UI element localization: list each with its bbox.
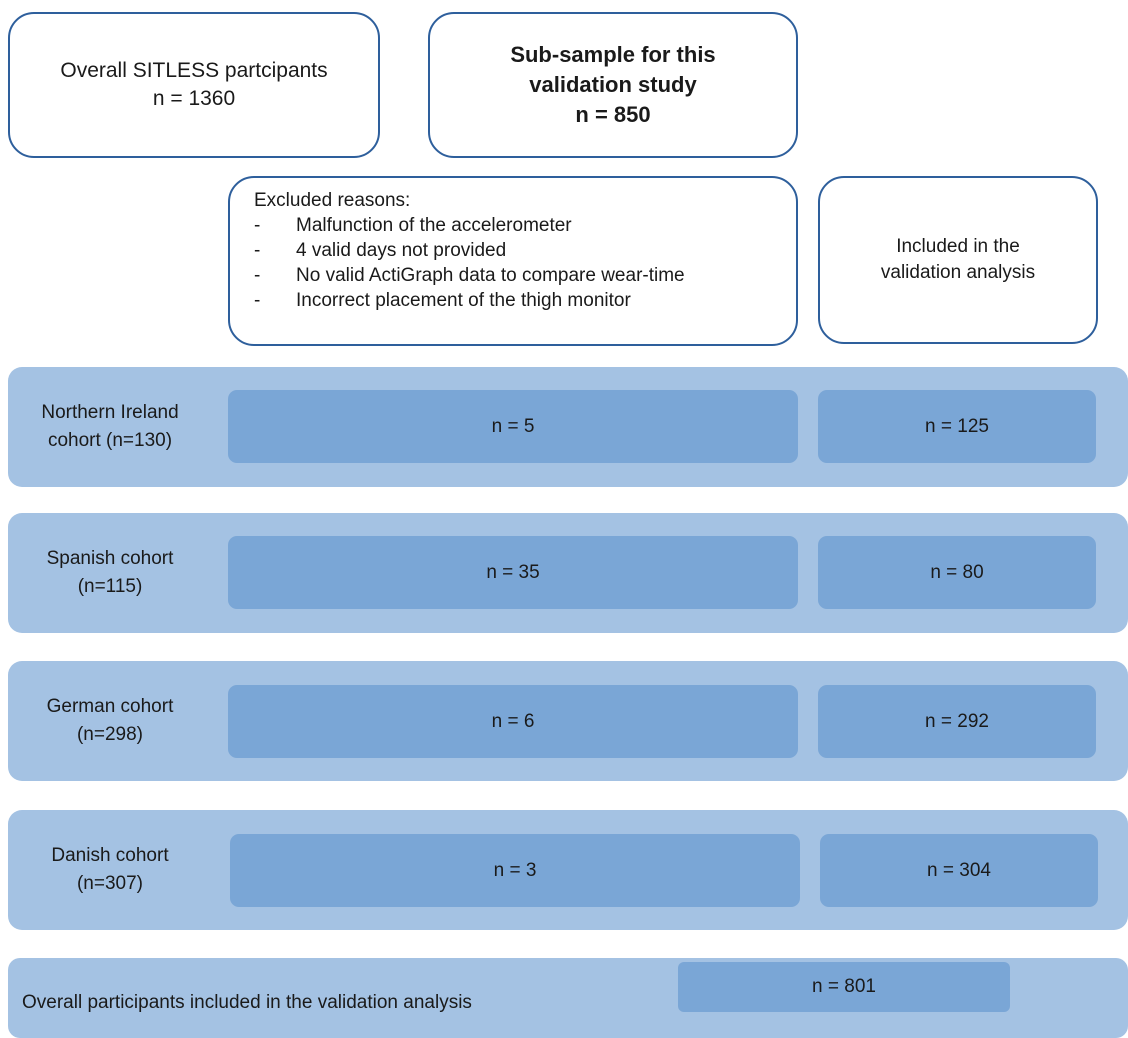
subsample-label-line2: validation study xyxy=(529,72,697,98)
subsample-box: Sub-sample for this validation study n =… xyxy=(428,12,798,158)
cohort-excluded-cell: n = 5 xyxy=(228,390,798,463)
cohort-included-cell: n = 304 xyxy=(820,834,1098,907)
included-header-line1: Included in the xyxy=(896,236,1020,258)
excluded-reasons-title: Excluded reasons: xyxy=(254,190,411,211)
excluded-reason-item: 4 valid days not provided xyxy=(254,238,782,263)
cohort-label-line2: cohort (n=130) xyxy=(47,430,173,451)
overall-included-label: Overall participants included in the val… xyxy=(22,992,472,1013)
cohort-excluded-cell: n = 6 xyxy=(228,685,798,758)
cohort-label-danish: Danish cohort (n=307) xyxy=(8,810,212,930)
cohort-included-cell: n = 292 xyxy=(818,685,1096,758)
cohort-label-line1: Danish cohort xyxy=(51,845,169,867)
excluded-reason-item: Incorrect placement of the thigh monitor xyxy=(254,288,782,313)
cohort-label-line1: Spanish cohort xyxy=(46,548,174,570)
subsample-n: n = 850 xyxy=(575,101,651,127)
overall-included-n: n = 801 xyxy=(678,962,1010,1012)
included-header-line2: validation analysis xyxy=(880,262,1036,283)
excluded-reasons-list: Malfunction of the accelerometer 4 valid… xyxy=(254,213,782,313)
included-header-box: Included in the validation analysis xyxy=(818,176,1098,344)
cohort-label-line2: (n=298) xyxy=(76,724,143,745)
cohort-excluded-cell: n = 3 xyxy=(230,834,800,907)
cohort-label-spanish: Spanish cohort (n=115) xyxy=(8,513,212,633)
cohort-excluded-cell: n = 35 xyxy=(228,536,798,609)
cohort-label-line2: (n=115) xyxy=(77,576,143,597)
cohort-label-line2: (n=307) xyxy=(76,873,143,894)
cohort-label-northern-ireland: Northern Ireland cohort (n=130) xyxy=(8,367,212,487)
cohort-included-cell: n = 125 xyxy=(818,390,1096,463)
cohort-included-cell: n = 80 xyxy=(818,536,1096,609)
overall-participants-n: n = 1360 xyxy=(152,87,236,110)
cohort-label-line1: Northern Ireland xyxy=(41,402,179,424)
cohort-label-german: German cohort (n=298) xyxy=(8,661,212,781)
excluded-reason-item: Malfunction of the accelerometer xyxy=(254,213,782,238)
overall-participants-label: Overall SITLESS partcipants xyxy=(60,58,328,82)
cohort-label-line1: German cohort xyxy=(46,696,174,718)
excluded-reason-item: No valid ActiGraph data to compare wear-… xyxy=(254,263,782,288)
overall-participants-box: Overall SITLESS partcipants n = 1360 xyxy=(8,12,380,158)
subsample-label-line1: Sub-sample for this xyxy=(510,42,716,68)
excluded-reasons-box: Excluded reasons: Malfunction of the acc… xyxy=(228,176,798,346)
